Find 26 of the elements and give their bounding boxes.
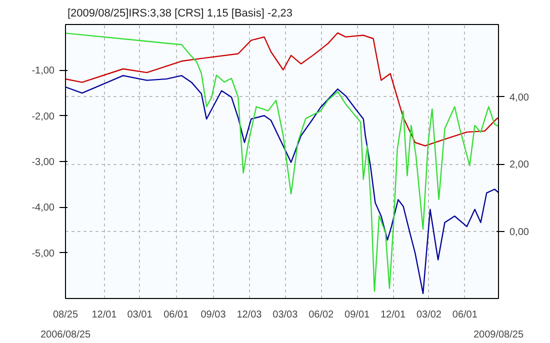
- x-tick-label: 06/01: [452, 310, 478, 320]
- x-tick-label: 03/01: [127, 310, 153, 320]
- y-tick-label: -5,00: [32, 248, 55, 260]
- x-tick-label: 09/03: [200, 310, 226, 320]
- y-tick-label: -3,00: [32, 157, 55, 168]
- y-tick-label: -1,00: [32, 66, 55, 77]
- y-tick-label: -4,00: [32, 202, 55, 214]
- x-tick-label: 12/01: [92, 310, 118, 320]
- x-tick-label: 08/25: [52, 310, 78, 320]
- text: 2009/08/25: [473, 330, 524, 340]
- y2-tick-label: 4,00: [510, 92, 530, 104]
- x-tick-label: 06/02: [308, 310, 334, 320]
- x-tick-label: 12/01: [380, 310, 406, 320]
- y2-tick-label: 2,00: [510, 160, 530, 171]
- x-tick-label: 06/01: [164, 310, 190, 320]
- x-tick-label: 03/02: [416, 310, 442, 320]
- text: 2006/08/25: [40, 330, 91, 340]
- chart-title: [2009/08/25]IRS:3,38 [CRS] 1,15 [Basis] -2,23: [68, 8, 293, 20]
- x-tick-label: 12/03: [236, 310, 262, 320]
- line-series: [66, 32, 498, 292]
- x-tick-label: 03/03: [272, 310, 298, 320]
- line-series: [66, 32, 498, 146]
- y2-tick-label: 0,00: [510, 226, 530, 238]
- x-tick-label: 09/01: [344, 310, 370, 320]
- line-series: [66, 75, 498, 294]
- y-tick-label: -2,00: [32, 111, 55, 122]
